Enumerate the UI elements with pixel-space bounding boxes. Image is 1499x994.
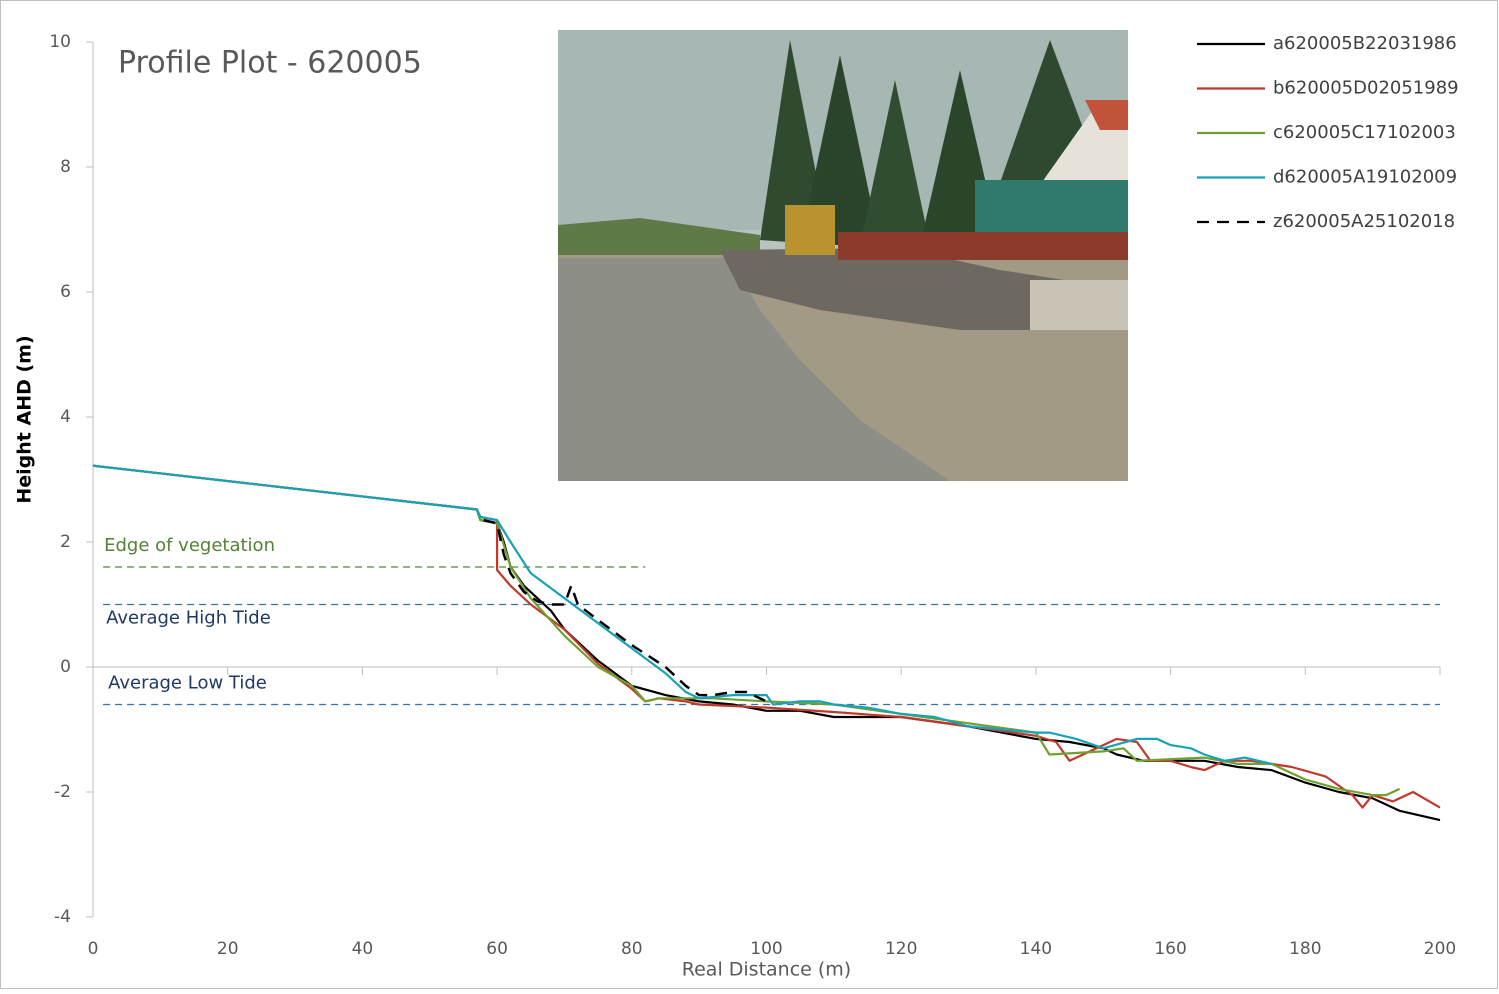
reference-label: Average High Tide	[106, 608, 271, 629]
x-tick-label: 80	[621, 939, 643, 959]
series-line	[92, 464, 1441, 809]
y-tick-label: 4	[60, 407, 71, 427]
legend-label: a620005B22031986	[1273, 33, 1457, 54]
legend-label: z620005A25102018	[1273, 211, 1455, 232]
y-tick-label: 6	[60, 282, 71, 302]
x-tick-label: 60	[486, 939, 508, 959]
y-tick-label: 10	[49, 32, 71, 52]
y-tick-label: -2	[54, 782, 71, 802]
reference-label: Average Low Tide	[108, 673, 267, 694]
reference-label: Edge of vegetation	[104, 535, 275, 556]
x-axis-title: Real Distance (m)	[682, 959, 851, 981]
y-tick-label: 0	[60, 657, 71, 677]
legend-label: c620005C17102003	[1273, 122, 1456, 143]
y-axis-title: Height AHD (m)	[14, 335, 36, 503]
photo	[558, 30, 1128, 481]
series-line	[92, 464, 1401, 797]
x-tick-label: 20	[217, 939, 239, 959]
legend-label: d620005A19102009	[1273, 167, 1457, 188]
x-tick-label: 100	[750, 939, 782, 959]
x-tick-label: 180	[1289, 939, 1321, 959]
y-tick-label: 2	[60, 532, 71, 552]
x-tick-label: 40	[352, 939, 374, 959]
y-tick-label: -4	[54, 907, 71, 927]
series-line	[92, 464, 1272, 765]
x-tick-label: 0	[88, 939, 99, 959]
x-tick-label: 200	[1424, 939, 1456, 959]
chart-title: Profile Plot - 620005	[118, 46, 422, 81]
x-tick-label: 120	[885, 939, 917, 959]
y-tick-label: 8	[60, 157, 71, 177]
legend-label: b620005D02051989	[1273, 78, 1459, 99]
x-tick-label: 160	[1154, 939, 1186, 959]
series-line	[483, 518, 768, 703]
x-tick-label: 140	[1020, 939, 1052, 959]
